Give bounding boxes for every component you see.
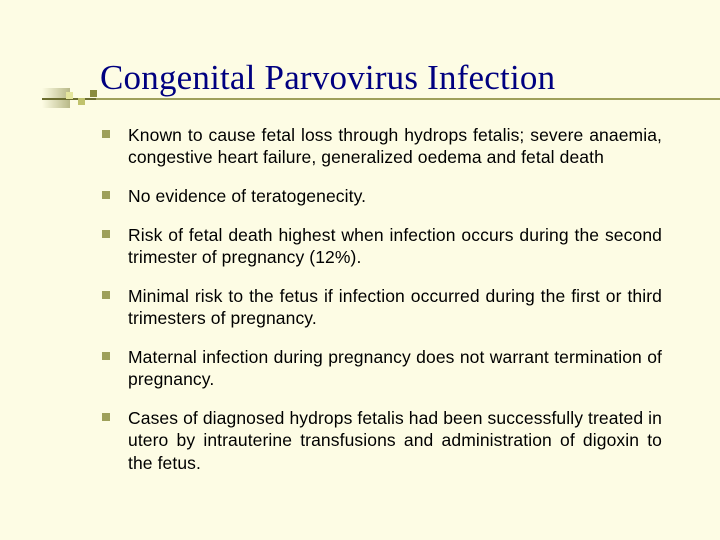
list-item: Known to cause fetal loss through hydrop…: [102, 124, 662, 168]
list-item: Minimal risk to the fetus if infection o…: [102, 285, 662, 329]
content-area: Known to cause fetal loss through hydrop…: [60, 124, 670, 474]
bullet-text: No evidence of teratogenecity.: [128, 185, 366, 207]
list-item: No evidence of teratogenecity.: [102, 185, 662, 207]
list-item: Risk of fetal death highest when infecti…: [102, 224, 662, 268]
title-decoration: [42, 88, 720, 108]
square-bullet-icon: [102, 191, 110, 199]
underline-long: [42, 98, 720, 100]
list-item: Maternal infection during pregnancy does…: [102, 346, 662, 390]
square-bullet-icon: [102, 352, 110, 360]
bullet-text: Risk of fetal death highest when infecti…: [128, 224, 662, 268]
bullet-text: Maternal infection during pregnancy does…: [128, 346, 662, 390]
square-icon: [90, 90, 97, 97]
square-icon: [66, 92, 73, 99]
square-bullet-icon: [102, 413, 110, 421]
bullet-text: Minimal risk to the fetus if infection o…: [128, 285, 662, 329]
square-bullet-icon: [102, 291, 110, 299]
square-bullet-icon: [102, 230, 110, 238]
bullet-text: Cases of diagnosed hydrops fetalis had b…: [128, 407, 662, 473]
list-item: Cases of diagnosed hydrops fetalis had b…: [102, 407, 662, 473]
square-icon: [78, 98, 85, 105]
slide: Congenital Parvovirus Infection Known to…: [0, 0, 720, 540]
title-block: Congenital Parvovirus Infection: [100, 58, 670, 98]
square-bullet-icon: [102, 130, 110, 138]
bullet-text: Known to cause fetal loss through hydrop…: [128, 124, 662, 168]
